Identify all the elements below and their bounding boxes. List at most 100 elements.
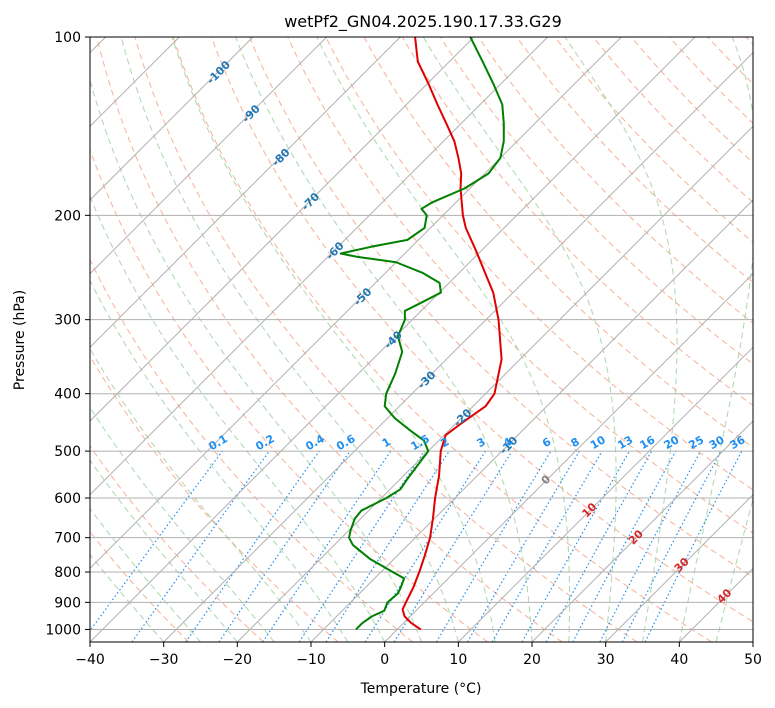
y-axis-label: Pressure (hPa) [12, 290, 28, 390]
x-tick-label: −20 [223, 652, 253, 668]
mixing-ratio-lines [90, 450, 743, 642]
dry-adiabat-line [287, 37, 753, 534]
mixing-ratio-label: 8 [569, 435, 582, 450]
plot-area: -100-90-80-70-60-50-40-30-20-10010203040… [90, 37, 753, 642]
dry-adiabat-line [516, 37, 753, 284]
moist-adiabat-line [90, 279, 349, 642]
mixing-ratio-label: 6 [540, 435, 553, 450]
dry-adiabat-line [90, 445, 264, 642]
y-tick-label: 600 [54, 491, 81, 507]
dry-adiabat-line [669, 37, 753, 124]
mixing-ratio-line [393, 450, 513, 642]
y-tick-label: 800 [54, 565, 81, 581]
mixing-ratio-line [218, 450, 351, 642]
dry-adiabat-line [745, 37, 753, 46]
y-tick-label: 400 [54, 387, 81, 403]
y-tick-label: 200 [54, 208, 81, 224]
mixing-ratio-label: 0.4 [303, 432, 327, 453]
x-tick-label: 20 [523, 652, 541, 668]
isotherm-label: -50 [351, 285, 374, 308]
isotherm-line [90, 37, 328, 275]
moist-adiabat-line [90, 553, 165, 642]
mixing-ratio-line [262, 450, 392, 642]
isotherm-line [605, 493, 753, 642]
x-axis-ticks: −40 −30 −20 −10 0 10 20 30 40 50 [75, 642, 762, 668]
mixing-ratio-label: 2 [438, 435, 451, 450]
x-tick-label: 10 [449, 652, 467, 668]
mixing-ratio-line [435, 450, 552, 642]
reference-line-labels: -100-90-80-70-60-50-40-30-20-10010203040… [204, 58, 747, 606]
moist-adiabat-line [316, 37, 571, 642]
moist-adiabat-line [422, 37, 617, 642]
dry-adiabat-line [210, 37, 753, 623]
isotherm-label: -90 [240, 102, 263, 125]
mixing-ratio-line [298, 450, 425, 642]
moist-adiabat-line [90, 507, 201, 642]
dry-adiabat-line [478, 37, 753, 324]
x-tick-label: −30 [149, 652, 179, 668]
moist-adiabat-line [90, 459, 238, 642]
y-tick-label: 100 [54, 30, 81, 46]
mixing-ratio-line [521, 450, 631, 642]
moist-adiabats [90, 37, 753, 642]
dry-adiabat-line [172, 37, 712, 642]
moist-adiabat-line [235, 37, 533, 642]
dry-adiabat-line [554, 37, 753, 243]
y-tick-label: 1000 [45, 622, 81, 638]
mixing-ratio-label: 30 [707, 433, 727, 452]
mixing-ratio-line [644, 450, 743, 642]
isotherm-line [90, 37, 254, 201]
moist-adiabat-line [120, 37, 459, 642]
isotherm-label: -80 [269, 146, 292, 169]
x-tick-label: −40 [75, 652, 105, 668]
mixing-ratio-label: 16 [637, 433, 657, 452]
x-tick-label: −10 [296, 652, 326, 668]
dry-adiabat-line [96, 37, 563, 642]
isobars [90, 37, 753, 630]
isotherm-line [384, 272, 753, 642]
mixing-ratio-line [364, 450, 486, 642]
moist-adiabat-line [715, 497, 753, 642]
dry-adiabat-line [134, 37, 638, 642]
isotherm-line [531, 420, 753, 642]
isotherm-line [678, 567, 753, 642]
isotherm-line [90, 37, 401, 349]
mixing-ratio-line [185, 450, 320, 642]
moist-adiabat-line [90, 406, 275, 642]
dry-adiabat-line [90, 355, 339, 642]
mixing-ratio-label: 1 [380, 435, 393, 450]
mixing-ratio-line [572, 450, 677, 642]
dry-adiabat-line [248, 37, 753, 578]
moist-adiabat-line [564, 37, 678, 642]
x-tick-label: 50 [744, 652, 762, 668]
y-tick-label: 900 [54, 595, 81, 611]
temperature-profile-line [401, 37, 503, 631]
mixing-ratio-label: 0.6 [334, 432, 358, 453]
x-tick-label: 40 [670, 652, 688, 668]
dry-adiabat-line [90, 148, 488, 642]
mixing-ratio-label: 0.2 [253, 432, 276, 453]
mixing-ratio-line [466, 450, 580, 642]
dry-adiabat-line [90, 258, 414, 642]
chart-title: wetPf2_GN04.2025.190.17.33.G29 [284, 12, 562, 32]
y-tick-label: 500 [54, 444, 81, 460]
isotherm-line [90, 37, 622, 570]
mixing-ratio-label: 36 [728, 433, 748, 452]
moist-adiabat-line [171, 37, 496, 642]
mixing-ratio-line [599, 450, 702, 642]
y-axis-ticks: 100 200 300 400 500 600 700 800 900 1000 [45, 30, 90, 638]
dry-adiabats [90, 37, 753, 642]
isotherm-label: -60 [323, 239, 346, 262]
isotherm-label: -20 [451, 406, 474, 429]
y-tick-label: 700 [54, 531, 81, 547]
x-tick-label: 30 [597, 652, 615, 668]
moist-adiabat-line [90, 347, 312, 642]
dewpoint-profile-line [339, 37, 505, 631]
mixing-ratio-line [325, 450, 450, 642]
mixing-ratio-line [131, 450, 270, 642]
isotherm-line [90, 37, 549, 496]
profile-series [339, 37, 505, 631]
mixing-ratio-label: 0.1 [206, 432, 229, 453]
x-axis-label: Temperature (°C) [360, 681, 482, 697]
